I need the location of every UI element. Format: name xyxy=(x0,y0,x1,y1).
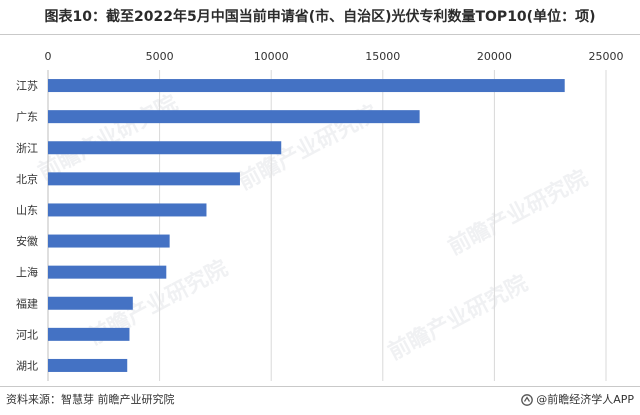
category-label: 北京 xyxy=(16,172,38,186)
x-tick-label: 10000 xyxy=(254,50,289,63)
category-label: 上海 xyxy=(16,265,38,279)
category-label: 福建 xyxy=(16,296,38,310)
bar xyxy=(48,265,167,279)
x-tick-label: 5000 xyxy=(146,50,174,63)
category-label: 湖北 xyxy=(16,359,38,372)
bar xyxy=(48,296,133,310)
brand-text: @前瞻经济学人APP xyxy=(536,393,634,406)
bar xyxy=(48,203,207,217)
bar xyxy=(48,358,128,372)
bar xyxy=(48,79,565,93)
category-label: 山东 xyxy=(16,204,38,217)
brand-credit: @前瞻经济学人APP xyxy=(521,388,634,412)
footer-divider xyxy=(0,386,640,387)
category-label: 浙江 xyxy=(16,142,38,155)
x-tick-label: 25000 xyxy=(589,50,624,63)
category-label: 河北 xyxy=(16,328,38,341)
brand-logo-icon xyxy=(521,394,534,406)
bar-chart: 0 5000 10000 15000 20000 25000 江苏广东浙江北京山东安徽上海福… xyxy=(16,50,624,381)
bar xyxy=(48,234,170,248)
source-note: 资料来源：智慧芽 前瞻产业研究院 xyxy=(6,393,175,406)
title-divider xyxy=(0,34,640,35)
x-tick-label: 0 xyxy=(45,50,52,63)
category-label: 江苏 xyxy=(16,80,38,93)
x-tick-label: 15000 xyxy=(365,50,400,63)
category-label: 安徽 xyxy=(16,234,38,248)
bar xyxy=(48,327,130,341)
category-label: 广东 xyxy=(16,111,38,124)
bar xyxy=(48,141,282,155)
bar xyxy=(48,172,240,186)
x-tick-label: 20000 xyxy=(477,50,512,63)
bar xyxy=(48,110,420,124)
chart-title: 图表10：截至2022年5月中国当前申请省(市、自治区)光伏专利数量TOP10(… xyxy=(44,9,596,25)
